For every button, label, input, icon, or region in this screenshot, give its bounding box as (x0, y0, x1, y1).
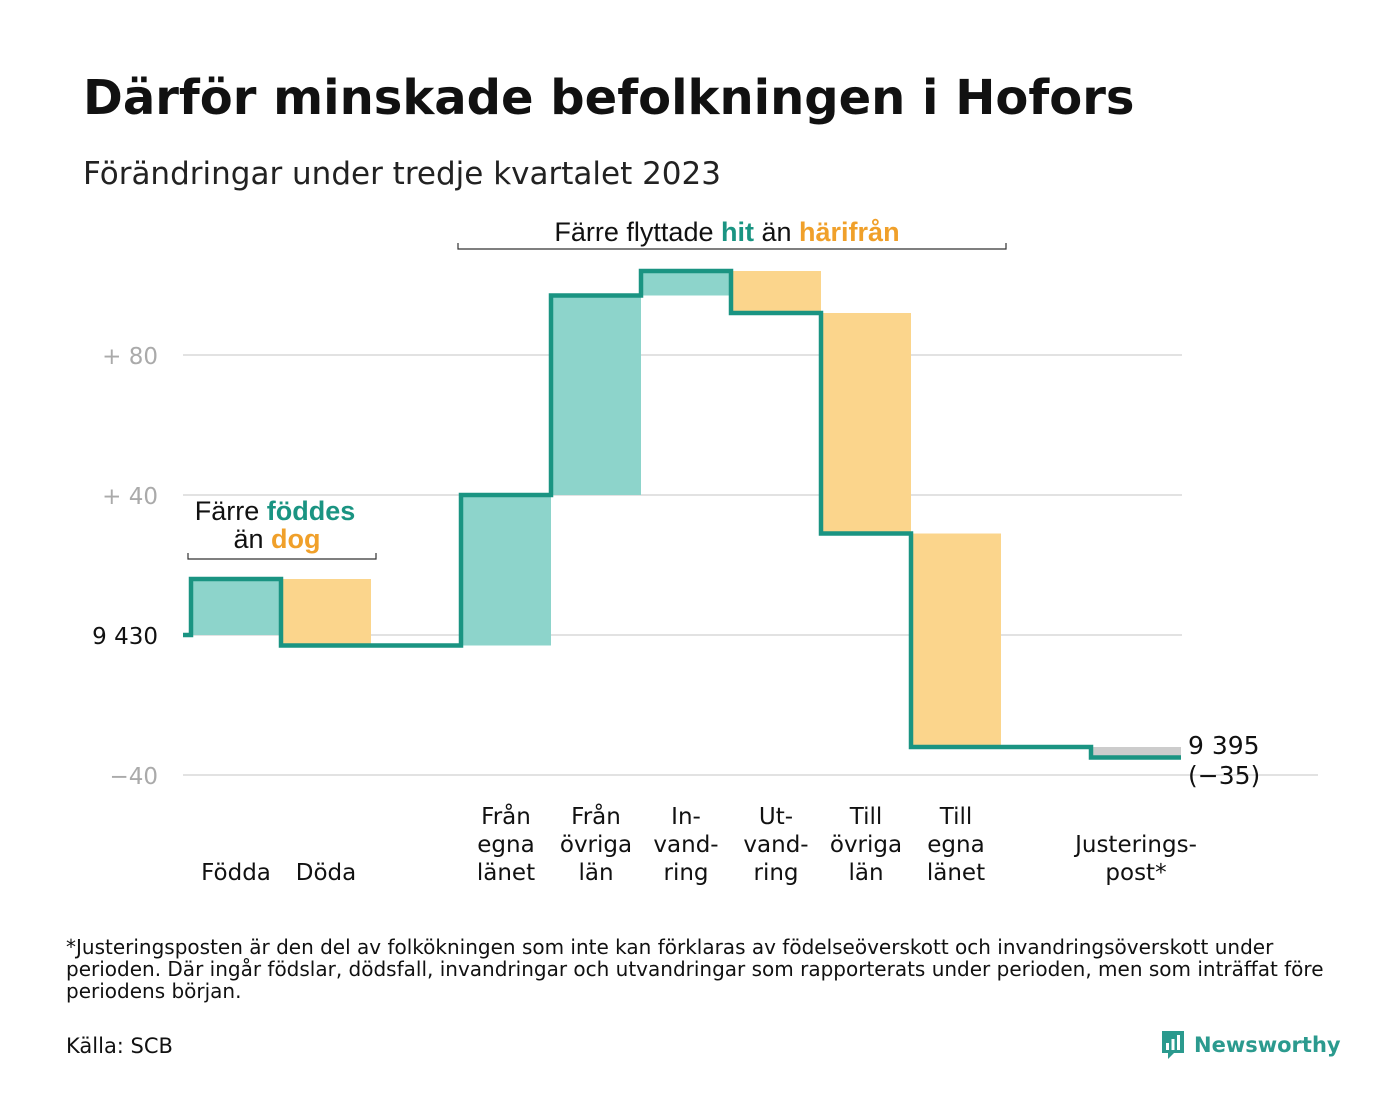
waterfall-chart: Födda DödaFrånegnalänetFrånövrigalänIn-va… (92, 217, 1318, 886)
category-label: Döda (296, 860, 356, 886)
category-label: länet (927, 860, 985, 886)
category-label: Till (849, 804, 883, 830)
annotation-migration-prefix: Färre flyttade (554, 217, 721, 247)
category-label: vand- (743, 832, 808, 858)
category-label: egna (927, 832, 984, 858)
annotation-births-line1: Färre föddes (195, 496, 356, 526)
category-label: övriga (830, 832, 902, 858)
annotation-births-highlight2: dog (271, 524, 320, 554)
annotation-migration-hit: hit (721, 217, 754, 247)
chart-subtitle: Förändringar under tredje kvartalet 2023 (83, 156, 721, 192)
y-tick-label: −40 (109, 764, 158, 790)
bar-tillövrigalän (821, 313, 911, 534)
y-tick-label: + 80 (102, 344, 158, 370)
annotation-births-line2: än dog (233, 524, 320, 554)
y-tick-label: + 40 (102, 484, 158, 510)
category-label: Från (481, 802, 531, 830)
bar-utvandring (731, 271, 821, 313)
bar-döda (281, 579, 371, 646)
category-label: Justerings- (1073, 832, 1197, 858)
end-value-label: 9 395 (−35) (1188, 731, 1260, 790)
newsworthy-logo: Newsworthy (1160, 1028, 1341, 1062)
category-label: ring (663, 860, 708, 886)
bar-frånövrigalän (551, 295, 641, 495)
annotation-births-prefix2: än (233, 524, 271, 554)
bars (191, 271, 1181, 758)
grid-lines (183, 354, 1318, 776)
annotation-migration-harifran: härifrån (799, 217, 900, 247)
category-label: egna (477, 832, 534, 858)
bar-invandring (641, 271, 731, 296)
step-line (183, 268, 1181, 760)
annotation-births-prefix: Färre (195, 496, 267, 526)
category-label: Födda (201, 860, 271, 886)
bar-frånegnalänet (461, 495, 551, 646)
annotation-births-highlight: föddes (267, 496, 356, 526)
annotation-births-bracket (187, 553, 377, 560)
step-line-layer (183, 268, 1181, 760)
category-label: In- (671, 804, 701, 830)
chart-title: Därför minskade befolkningen i Hofors (83, 70, 1135, 126)
newsworthy-logo-icon (1162, 1031, 1184, 1059)
category-labels: Födda DödaFrånegnalänetFrånövrigalänIn-va… (201, 802, 1197, 886)
footnote: *Justeringsposten är den del av folkökni… (66, 935, 1324, 1003)
category-label: länet (477, 860, 535, 886)
category-label: ring (753, 860, 798, 886)
category-label: Till (939, 804, 973, 830)
category-label: län (848, 860, 883, 886)
bar-justeringspost (1091, 747, 1181, 758)
end-change: (−35) (1188, 761, 1260, 790)
category-label: Ut- (759, 804, 793, 830)
y-axis-ticks: + 80 + 40 9 430 −40 (92, 344, 158, 790)
end-value: 9 395 (1188, 731, 1260, 760)
annotation-migration: Färre flyttade hit än härifrån (457, 217, 1007, 250)
category-label: post* (1105, 860, 1166, 886)
category-label: övriga (560, 832, 632, 858)
category-label: län (578, 860, 613, 886)
annotation-births: Färre föddes än dog (187, 496, 377, 560)
category-label: Från (571, 802, 621, 830)
newsworthy-logo-text: Newsworthy (1194, 1033, 1341, 1057)
source-label: Källa: SCB (66, 1034, 173, 1058)
annotation-migration-text: Färre flyttade hit än härifrån (554, 217, 899, 247)
category-label: vand- (653, 832, 718, 858)
bar-födda (191, 579, 281, 635)
annotation-migration-middle: än (754, 217, 799, 247)
y-tick-start-value: 9 430 (92, 624, 158, 650)
bar-tillegnalänet (911, 533, 1001, 747)
annotation-migration-bracket (457, 243, 1007, 250)
